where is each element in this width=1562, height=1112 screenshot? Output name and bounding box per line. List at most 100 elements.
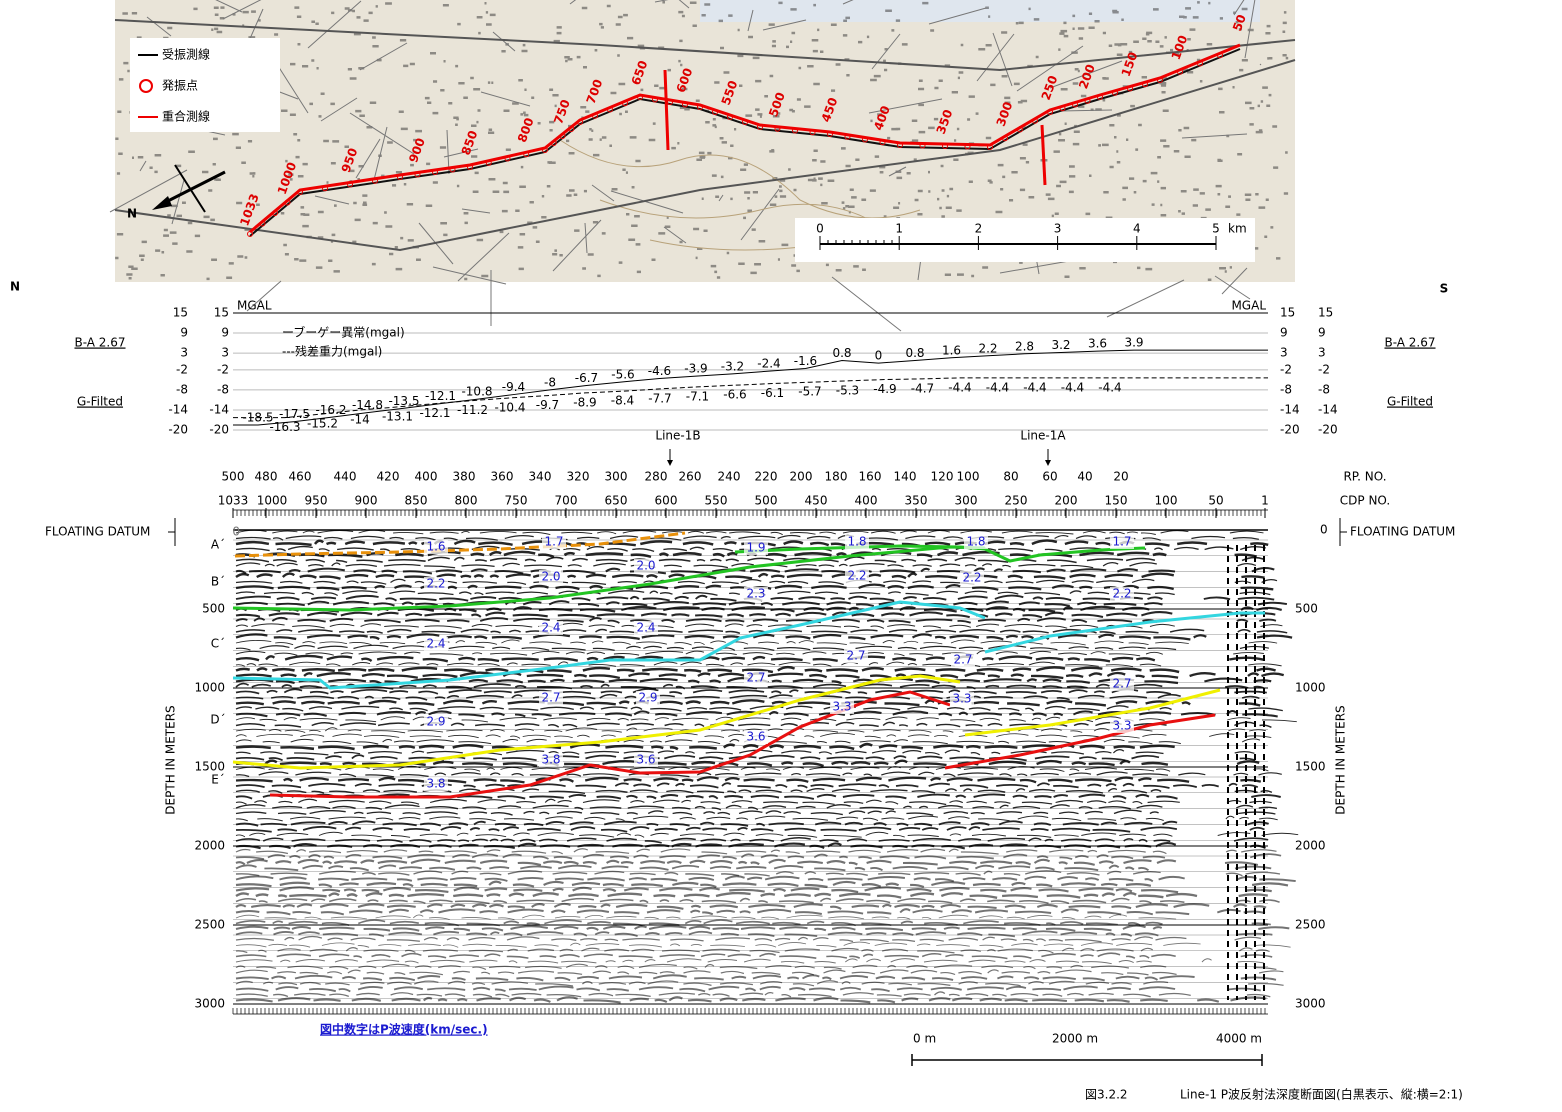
rp-label: 360 <box>491 470 514 484</box>
depth-label: 3000 <box>1295 997 1326 1011</box>
depth-title: DEPTH IN METERS <box>164 705 178 814</box>
scale-box <box>795 218 1255 262</box>
seismic-trace <box>235 622 1283 629</box>
shot-point <box>1097 94 1103 100</box>
bouguer-label: 2.2 <box>978 341 997 355</box>
velocity-bg <box>634 621 658 635</box>
bouguer-label: -10.8 <box>461 385 492 399</box>
seismic-trace <box>235 996 1267 1004</box>
horizon-label: C´ <box>211 637 225 651</box>
velocity-label: 3.8 <box>541 753 560 767</box>
depth-label: 500 <box>1295 602 1318 616</box>
rp-label: 460 <box>289 470 312 484</box>
velocity-bg <box>539 753 563 767</box>
cdp-label: 500 <box>755 494 778 508</box>
shot-point <box>247 231 253 237</box>
seismic-trace <box>235 578 1278 586</box>
bouguer-label: -4.6 <box>648 364 671 378</box>
north-head <box>152 196 172 210</box>
seismic-trace <box>235 804 1278 811</box>
north-label: N <box>127 207 137 221</box>
bouguer-label: -3.2 <box>721 359 744 373</box>
velocity-label: 2.9 <box>426 715 445 729</box>
seismic-trace <box>235 562 1257 569</box>
residual-label: -4.4 <box>1098 380 1121 394</box>
scale-unit: km <box>1228 222 1247 236</box>
seismic-trace <box>235 952 1273 960</box>
shot-point <box>347 181 353 188</box>
velocity-label: 2.2 <box>847 569 866 583</box>
y-tick-label: 9 <box>180 326 188 340</box>
y-tick-label: -14 <box>1280 402 1300 416</box>
cdp-label: 900 <box>355 494 378 508</box>
bouguer-label: -2.4 <box>757 357 780 371</box>
seismic-trace <box>235 705 1283 712</box>
shot-point <box>372 177 378 184</box>
cdp-label: 200 <box>1055 494 1078 508</box>
horizon <box>232 600 986 690</box>
shot-point <box>592 112 598 119</box>
bouguer-label: 0 <box>875 349 883 363</box>
shot-point <box>682 101 688 108</box>
y-tick-label: -2 <box>217 362 229 376</box>
residual-label: -14 <box>350 412 370 426</box>
rp-label: 160 <box>859 470 882 484</box>
seismic-trace <box>235 941 1291 948</box>
shot-point <box>1127 85 1133 92</box>
shot-point <box>1017 126 1023 133</box>
residual-label: -9.7 <box>536 398 559 412</box>
bouguer-label: -1.6 <box>794 354 817 368</box>
cdp-label: 750 <box>505 494 528 508</box>
shot-point <box>897 142 903 148</box>
residual-label: -15.2 <box>307 416 338 430</box>
seismic-trace <box>235 902 1267 910</box>
shot-point <box>1197 60 1203 67</box>
residual-label: -4.9 <box>873 382 896 396</box>
seismic-trace <box>235 566 1275 575</box>
y-tick-label: 9 <box>221 326 229 340</box>
residual-label: -6.6 <box>723 388 746 402</box>
velocity-bg <box>960 571 984 585</box>
horizon <box>984 611 1265 654</box>
rp-label: 180 <box>825 470 848 484</box>
seismic-trace <box>235 644 1270 651</box>
velocity-bg <box>744 541 768 555</box>
route-label: 50 <box>1230 13 1249 33</box>
sea <box>700 0 1260 22</box>
rp-label: 320 <box>567 470 590 484</box>
y-tick-label: 3 <box>1280 346 1288 360</box>
rp-label: 40 <box>1077 470 1092 484</box>
y-tick-label: 15 <box>1318 306 1333 320</box>
velocity-bg <box>424 577 448 591</box>
legend-label: 発振点 <box>162 79 198 93</box>
horizon <box>232 674 961 770</box>
velocity-label: 2.3 <box>746 587 765 601</box>
horizon <box>232 545 986 612</box>
cdp-label: 100 <box>1155 494 1178 508</box>
datum-label: FLOATING DATUM <box>1350 525 1455 539</box>
horizon <box>269 690 951 799</box>
distance-label: 4000 m <box>1216 1032 1262 1046</box>
seismic-trace <box>235 880 1289 889</box>
velocity-bg <box>1110 677 1134 691</box>
shot-point <box>1142 81 1148 88</box>
scale-label: 0 <box>816 222 824 236</box>
rp-label: 80 <box>1003 470 1018 484</box>
seismic-trace <box>235 825 1265 833</box>
y-tick-label: 9 <box>1280 326 1288 340</box>
shot-point <box>1072 101 1078 108</box>
shot-point <box>637 94 643 100</box>
residual-label: -10.4 <box>494 400 525 414</box>
velocity-label: 3.3 <box>832 700 851 714</box>
y-tick-label: -20 <box>209 423 229 437</box>
datum-bracket <box>1339 518 1347 546</box>
residual-label: -4.7 <box>911 381 934 395</box>
depth-label: 3000 <box>194 997 225 1011</box>
seismic-trace <box>235 815 1278 822</box>
north-arrow <box>159 170 226 207</box>
seismic-trace <box>235 650 1264 657</box>
seismic-trace <box>235 853 1282 860</box>
shot-point <box>1047 109 1053 115</box>
seismic-trace <box>235 793 1281 800</box>
